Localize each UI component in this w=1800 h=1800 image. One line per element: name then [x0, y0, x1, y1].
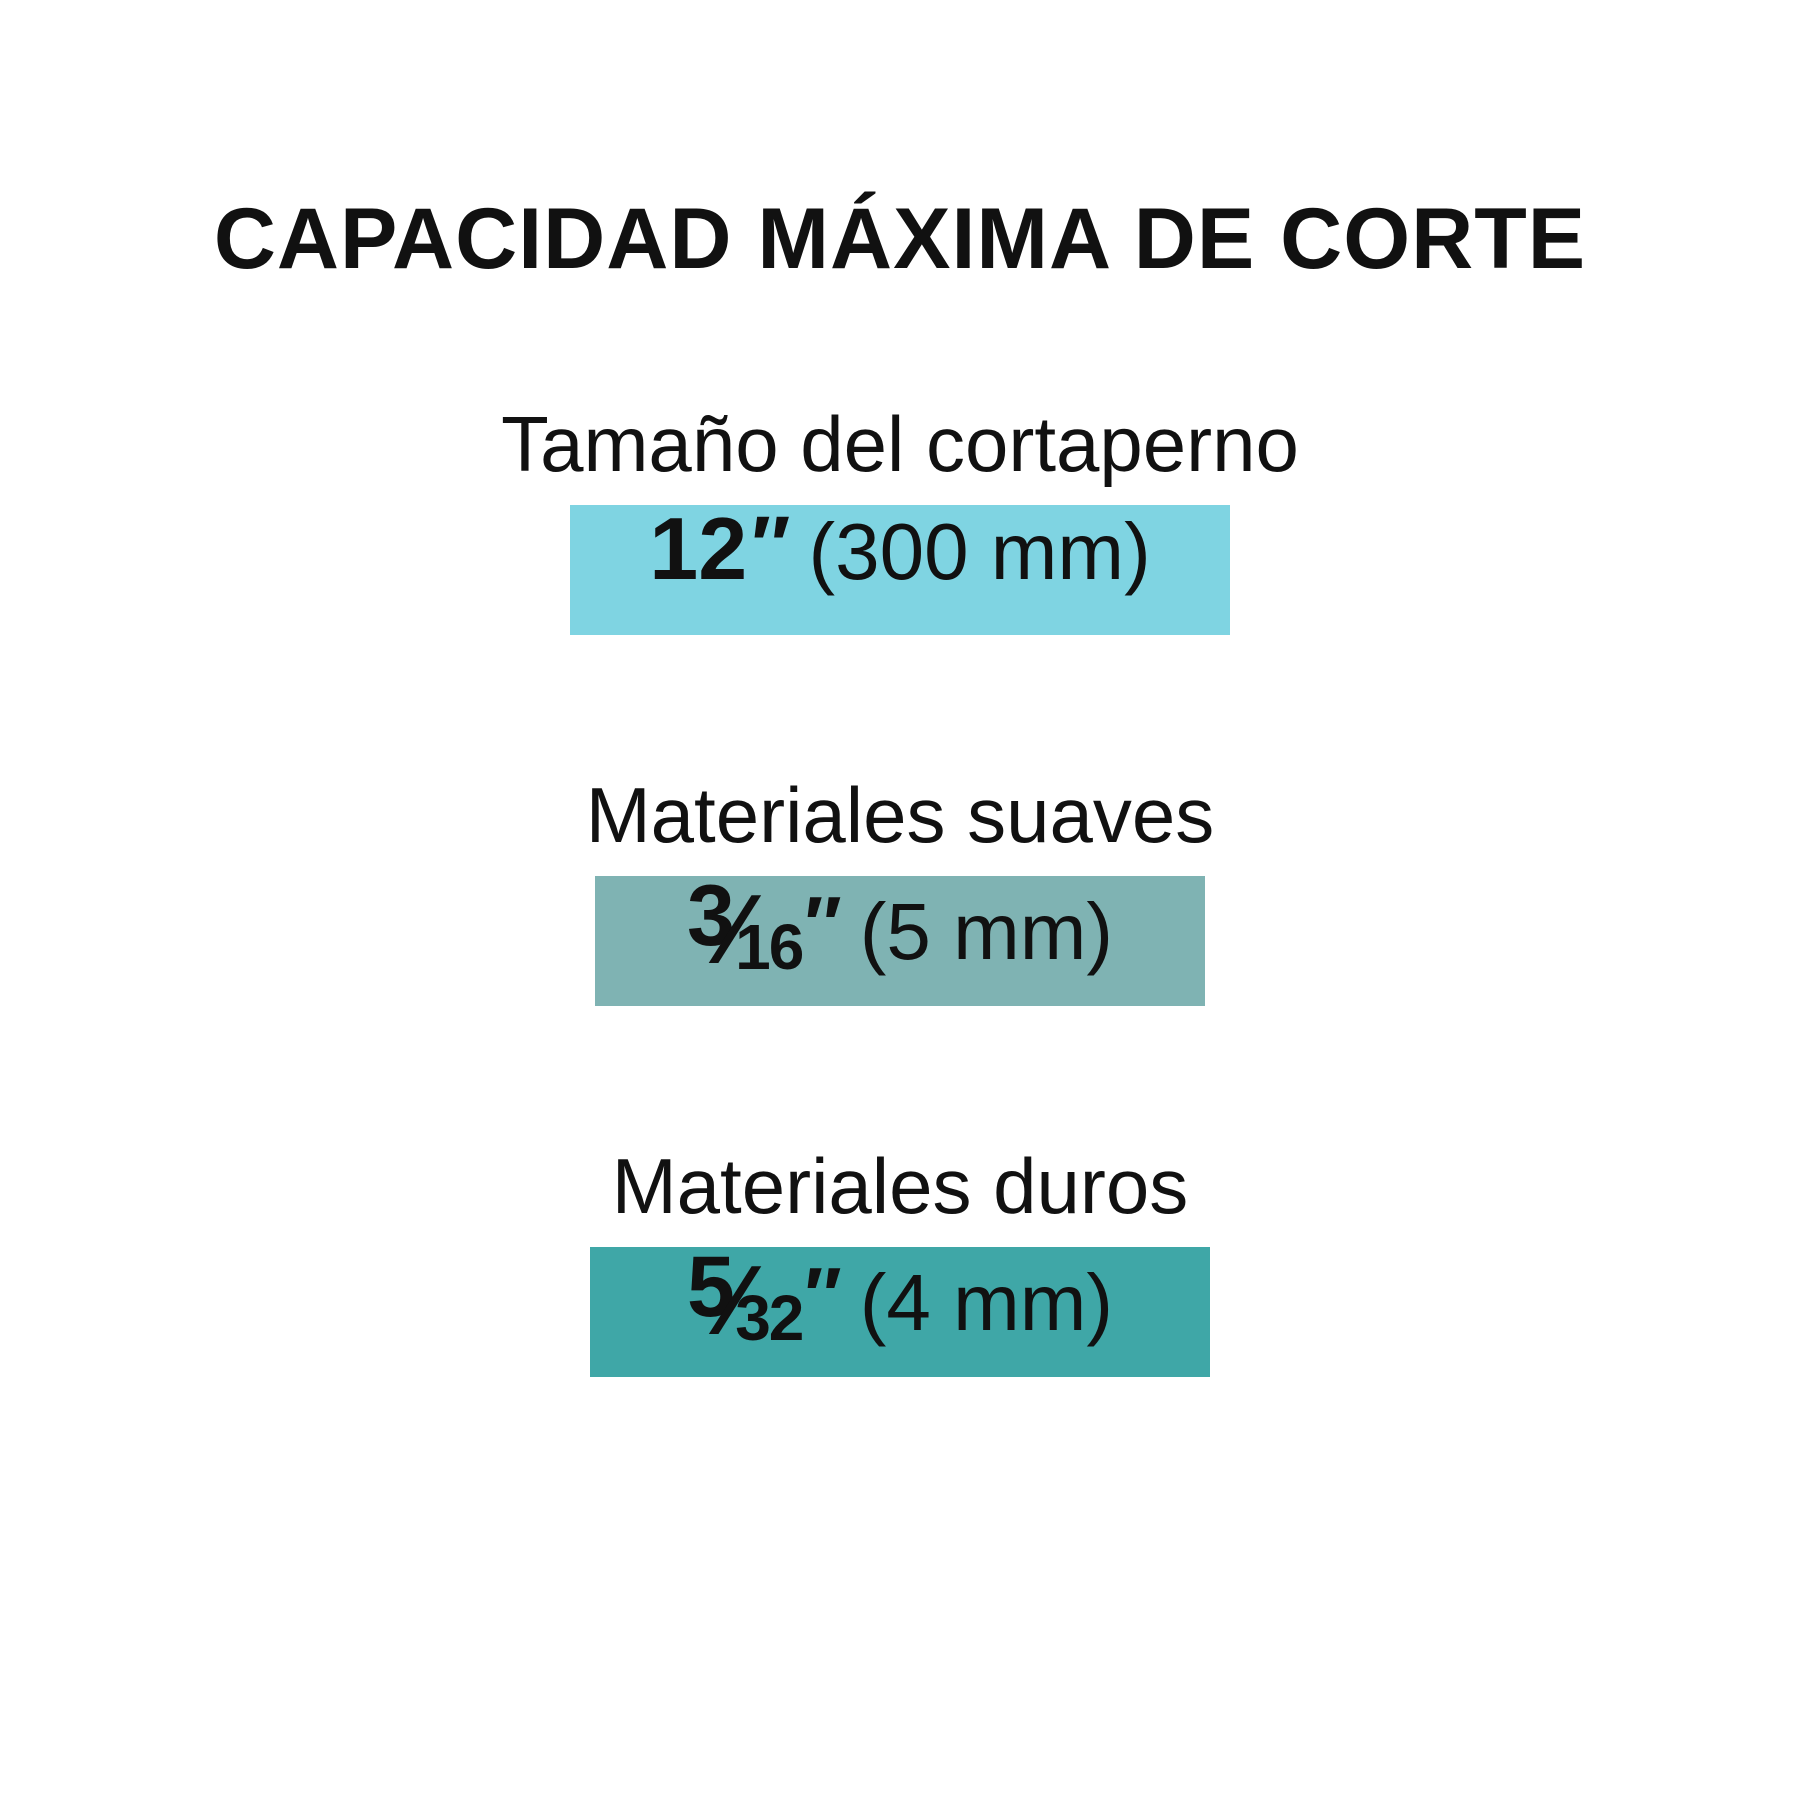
value-box: 12″ (300 mm) — [570, 505, 1230, 635]
row-label: Materiales duros — [612, 1141, 1189, 1232]
value-inner: 3 ⁄ 16 ″ (5 mm) — [687, 876, 1113, 974]
fraction-denominator: 16 — [735, 915, 802, 979]
row-hard-materials: Materiales duros 5 ⁄ 32 ″ (4 mm) — [590, 1141, 1210, 1377]
doubleprime-icon: ″ — [751, 505, 790, 587]
value-box: 3 ⁄ 16 ″ (5 mm) — [595, 876, 1205, 1006]
doubleprime-icon: ″ — [804, 1256, 841, 1334]
value-box: 5 ⁄ 32 ″ (4 mm) — [590, 1247, 1210, 1377]
row-label: Materiales suaves — [586, 770, 1215, 861]
metric-value: (300 mm) — [808, 512, 1150, 592]
fraction: 5 ⁄ 32 — [687, 1247, 802, 1345]
value-inner: 12″ (300 mm) — [649, 505, 1150, 593]
infographic-container: CAPACIDAD MÁXIMA DE CORTE Tamaño del cor… — [0, 0, 1800, 1800]
row-soft-materials: Materiales suaves 3 ⁄ 16 ″ (5 mm) — [586, 770, 1215, 1006]
row-label: Tamaño del cortaperno — [501, 399, 1299, 490]
fraction-denominator: 32 — [735, 1286, 802, 1350]
row-cutter-size: Tamaño del cortaperno 12″ (300 mm) — [501, 399, 1299, 635]
metric-value: (5 mm) — [860, 892, 1113, 972]
value-inner: 5 ⁄ 32 ″ (4 mm) — [687, 1247, 1113, 1345]
imperial-value: 12 — [649, 505, 747, 593]
doubleprime-icon: ″ — [804, 885, 841, 963]
title: CAPACIDAD MÁXIMA DE CORTE — [214, 190, 1586, 289]
fraction: 3 ⁄ 16 — [687, 876, 802, 974]
metric-value: (4 mm) — [860, 1263, 1113, 1343]
